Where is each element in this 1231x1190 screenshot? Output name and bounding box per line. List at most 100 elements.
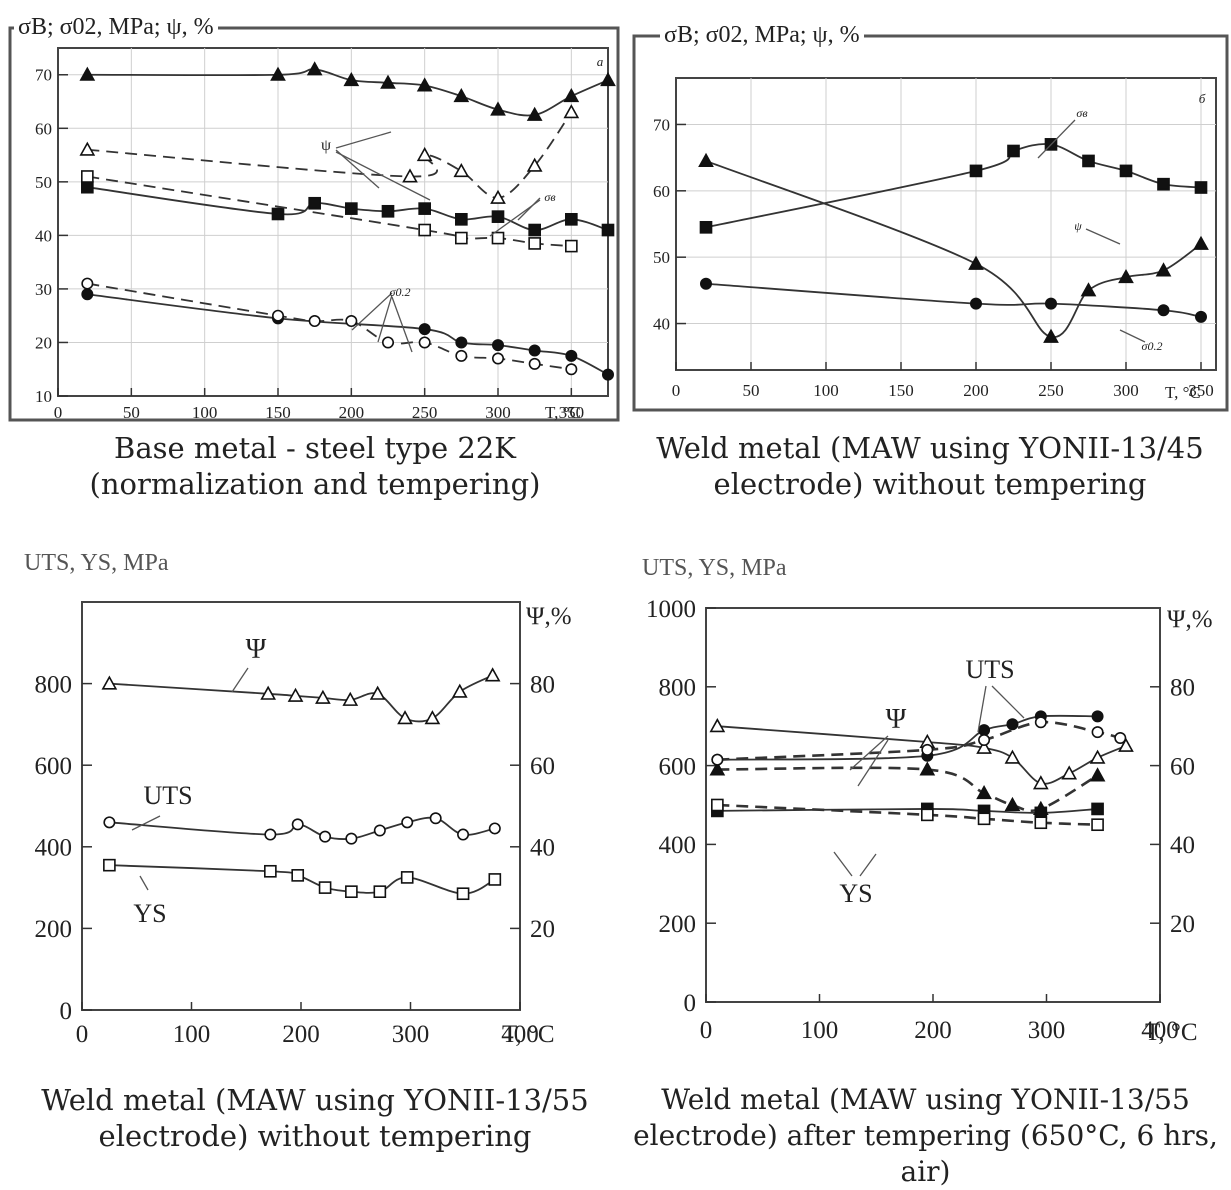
- chart-a-annotation-leader: [377, 294, 393, 343]
- chart-a-series-0-point: [416, 77, 433, 92]
- chart-a-series-1-point: [79, 141, 96, 156]
- chart-a-series-0-point: [306, 61, 323, 76]
- chart-d-xtick-label: 200: [914, 1017, 952, 1044]
- chart-a-annotation-leader: [335, 131, 392, 149]
- chart-a-series-1-line: [87, 111, 573, 199]
- chart-b-series-0-point: [1082, 154, 1095, 168]
- chart-b-series-2-line: [705, 282, 1202, 318]
- chart-a-annotation: σ0.2: [390, 285, 411, 299]
- chart-panel-base-metal: 0 50 100 150 200 250 300 350 T, °C 10 20 30 40 50 60 70…: [0, 0, 620, 501]
- chart-d-series-5-point: [1091, 818, 1104, 832]
- chart-a-series-4-point: [601, 368, 614, 381]
- chart-c-series-2-point: [291, 869, 305, 882]
- chart-c-annotation: YS: [133, 899, 166, 928]
- chart-b-xtick-label: 150: [888, 381, 914, 400]
- chart-a-ytick-label: 20: [35, 333, 52, 352]
- chart-d-y2tick-label: 40: [1170, 832, 1195, 859]
- chart-c-series-2-point: [400, 871, 414, 884]
- chart-a-series-5-point: [455, 349, 468, 362]
- chart-c-series-2-point: [488, 873, 502, 886]
- chart-b-ylabel: σB; σ02, MPa; ψ, %: [660, 22, 864, 49]
- chart-c-series-0-point: [451, 683, 468, 698]
- chart-d-series-3-point: [1114, 732, 1127, 745]
- chart-a-ytick-label: 10: [35, 387, 52, 406]
- chart-a-series-2-point: [455, 212, 468, 226]
- chart-a-xtick-label: 100: [192, 403, 218, 422]
- chart-d-ytick-label: 0: [684, 990, 697, 1017]
- chart-b-series-2-point: [1194, 310, 1207, 323]
- chart-d-annotation: YS: [839, 879, 872, 908]
- caption-weld-1355-untempered: Weld metal (MAW using YONII-13/55 electr…: [41, 1083, 589, 1153]
- chart-a-series-1-point: [453, 162, 470, 178]
- chart-a-xtick-label: 300: [485, 403, 511, 422]
- chart-c-series-1-point: [401, 816, 414, 829]
- chart-b-panel-letter: б: [1199, 91, 1206, 106]
- chart-b-series-2-point: [1044, 297, 1057, 310]
- chart-d-series-3-point: [711, 753, 724, 766]
- chart-d-xtick-label: 400: [1141, 1017, 1179, 1044]
- chart-d-xtick-label: 100: [801, 1017, 839, 1044]
- chart-panel-weld-1355-tempered: 0 100 200 300 400 T, °C 0 200 400 600 800 1000 20 40 6…: [620, 540, 1231, 1188]
- chart-a-xtick-label: 0: [54, 403, 63, 422]
- chart-b-ytick-label: 40: [653, 314, 670, 333]
- chart-b-annotation: ψ: [1074, 219, 1082, 233]
- chart-d-series-3-point: [1034, 716, 1047, 729]
- chart-a-annotation-leader: [335, 151, 431, 201]
- chart-c-y2tick-label: 40: [530, 835, 555, 862]
- chart-b-annotation-leader: [1037, 119, 1076, 159]
- chart-d-series-5-point: [1034, 816, 1048, 830]
- chart-b-ytick-label: 50: [653, 248, 670, 267]
- chart-c-series-1-point: [103, 816, 116, 829]
- chart-d-y2tick-label: 60: [1170, 753, 1195, 780]
- chart-d-series-1-point: [1004, 796, 1021, 812]
- chart-a-series-2-point: [308, 196, 321, 210]
- chart-a-series-1-point: [526, 157, 543, 172]
- chart-d-series-1-point: [1089, 767, 1106, 782]
- chart-a-series-2-point: [345, 202, 358, 215]
- chart-a-series-3-point: [455, 231, 468, 245]
- chart-a-series-1-point: [563, 104, 580, 119]
- chart-d-series-3-point: [978, 733, 991, 746]
- chart-a-frame: [8, 26, 620, 422]
- chart-c-series-0-point: [260, 685, 277, 700]
- chart-panel-weld-1355-untempered: 0 100 200 300 400 T, °C 0 200 400 600 800 20 40 60 80 Ψ…: [0, 540, 620, 1156]
- chart-a-series-1-point: [402, 168, 418, 183]
- chart-a-series-0-point: [380, 74, 396, 89]
- chart-a-series-1-point: [490, 189, 506, 204]
- chart-d-series-5-point: [920, 808, 934, 822]
- chart-c-annotation: Ψ: [246, 634, 267, 665]
- chart-a-series-2-point: [418, 202, 431, 215]
- chart-a-series-2-point: [491, 210, 505, 223]
- chart-c-y2tick-label: 60: [530, 753, 555, 780]
- caption-base-metal: Base metal - steel type 22K (normalizati…: [89, 431, 541, 501]
- chart-c-annotation-leader: [231, 667, 249, 693]
- chart-a-series-3-point: [565, 239, 578, 253]
- chart-c-ytick-label: 400: [35, 835, 73, 862]
- chart-d-ytick-label: 800: [659, 675, 697, 702]
- chart-a-series-4-point: [528, 344, 541, 357]
- chart-d-annotation-leader: [977, 685, 987, 733]
- chart-a-xtick-label: 200: [339, 403, 365, 422]
- chart-b-xtick-label: 0: [672, 381, 681, 400]
- chart-a-xlabel: T, °C: [545, 403, 581, 422]
- chart-a-panel-letter: a: [597, 54, 604, 69]
- chart-d-annotation-leader: [833, 851, 853, 877]
- chart-d-annotation-leader: [857, 739, 889, 787]
- chart-b-series-0-point: [1194, 181, 1208, 194]
- chart-b-annotation-leader: [1085, 228, 1121, 245]
- chart-a-annotation: ψ: [321, 137, 331, 154]
- chart-a-annotation-leader: [391, 296, 413, 353]
- chart-c-ytick-label: 200: [35, 916, 73, 943]
- chart-a-ytick-label: 40: [35, 226, 52, 245]
- chart-a-annotation-leader: [489, 199, 541, 237]
- chart-c-xtick-label: 300: [392, 1021, 430, 1048]
- chart-c-series-0-point: [424, 710, 441, 725]
- chart-b-plot-area: [675, 77, 1217, 371]
- chart-a-series-1-point: [416, 146, 433, 162]
- chart-a-series-4-point: [565, 349, 578, 362]
- chart-c-series-0-point: [342, 691, 359, 706]
- chart-d-series-0-point: [1089, 749, 1106, 764]
- chart-d-series-4-line: [717, 808, 1098, 814]
- chart-a-series-0-point: [343, 71, 360, 87]
- chart-c-series-1-point: [488, 822, 501, 835]
